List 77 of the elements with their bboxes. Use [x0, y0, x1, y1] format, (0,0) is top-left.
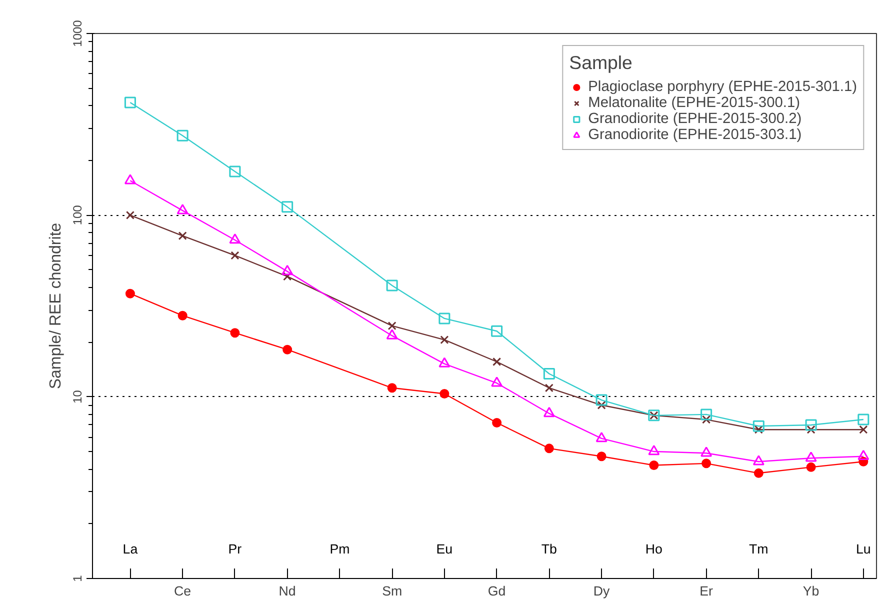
point	[754, 425, 763, 434]
point	[282, 264, 294, 276]
x-tick-label: Sm	[382, 584, 402, 598]
legend-label: Granodiorite (EPHE-2015-300.2)	[588, 111, 802, 127]
y-axis-title: Sample/ REE chondrite	[48, 222, 64, 390]
point	[491, 325, 503, 337]
point	[229, 166, 241, 178]
point	[700, 408, 712, 420]
y-tick-label: 10	[70, 390, 84, 404]
x-tick-label: Eu	[436, 542, 453, 557]
point	[805, 452, 817, 462]
point	[806, 425, 816, 434]
point	[492, 418, 502, 428]
point	[126, 210, 134, 220]
point	[491, 376, 503, 387]
point	[752, 420, 764, 432]
point	[386, 329, 398, 340]
y-tick-label: 1000	[70, 20, 84, 47]
point	[440, 388, 450, 398]
point	[858, 450, 870, 460]
point	[544, 384, 554, 392]
point	[805, 419, 817, 431]
point	[178, 310, 188, 320]
point	[492, 357, 502, 366]
point	[649, 460, 659, 470]
point	[440, 336, 449, 344]
x-tick-label: La	[122, 542, 138, 557]
point	[178, 232, 187, 240]
point	[176, 130, 188, 142]
point	[282, 201, 294, 213]
point	[596, 394, 608, 406]
point	[438, 357, 450, 368]
point	[282, 344, 292, 354]
point	[702, 415, 711, 424]
x-tick-label: Yb	[802, 584, 820, 598]
x-tick-label: Ho	[645, 542, 662, 557]
point	[543, 368, 555, 380]
legend-label: Melatonalite (EPHE-2015-300.1)	[588, 95, 800, 111]
point	[230, 328, 240, 338]
legend-title: Sample	[569, 52, 634, 74]
y-tick-label: 100	[70, 204, 84, 226]
point	[806, 462, 816, 472]
point	[596, 452, 606, 462]
x-tick-label: Er	[700, 584, 714, 598]
x-tick-label: Ce	[174, 584, 192, 598]
x-tick-label: Dy	[593, 584, 610, 598]
point	[596, 432, 608, 442]
point	[124, 174, 136, 184]
legend-label: Plagioclase porphyry (EPHE-2015-301.1)	[588, 79, 857, 95]
point	[544, 444, 554, 454]
x-tick-label: Pr	[228, 542, 242, 557]
x-tick-label: Lu	[856, 542, 871, 557]
point	[176, 204, 188, 214]
point	[230, 251, 240, 260]
point	[438, 312, 450, 324]
x-tick-label: Tb	[541, 542, 557, 557]
legend-label: Granodiorite (EPHE-2015-303.1)	[588, 127, 802, 143]
point	[229, 233, 241, 244]
point	[388, 322, 396, 330]
x-tick-label: Pm	[330, 542, 350, 557]
point	[386, 280, 398, 292]
point	[387, 383, 397, 393]
point	[858, 414, 870, 426]
point	[125, 288, 135, 298]
point	[859, 425, 868, 434]
point	[648, 444, 660, 456]
point	[597, 400, 606, 410]
y-tick-label: 1	[70, 574, 84, 582]
x-tick-label: Nd	[278, 584, 296, 598]
point	[700, 446, 712, 457]
point	[702, 458, 712, 468]
point	[754, 468, 764, 478]
x-tick-label: Tm	[749, 542, 768, 557]
x-tick-label: Gd	[488, 584, 506, 598]
point	[543, 406, 555, 418]
point	[124, 96, 136, 108]
point	[752, 455, 764, 466]
